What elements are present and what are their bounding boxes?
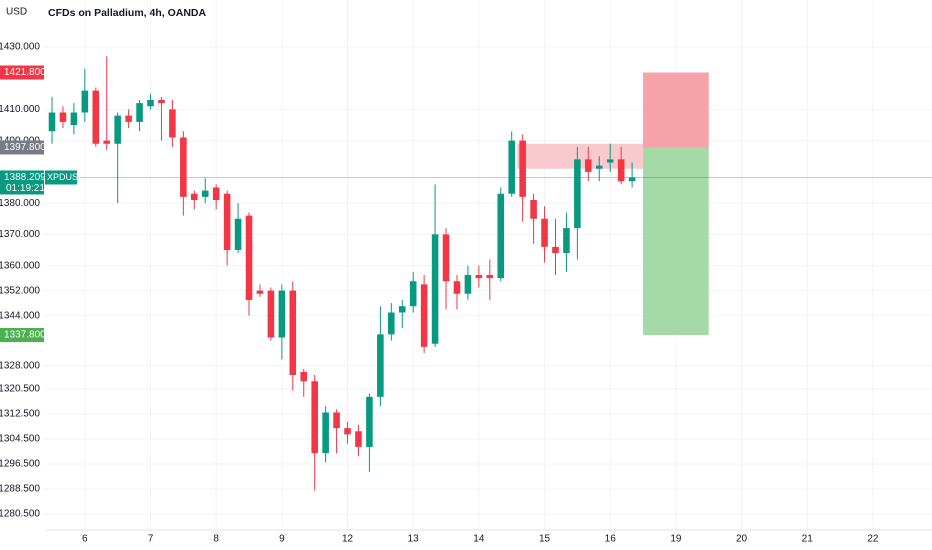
candle-body <box>530 200 537 219</box>
countdown-label: 01:19:21 <box>6 183 45 194</box>
candle-body <box>574 159 581 229</box>
y-tick-label: 1380.000 <box>0 198 40 209</box>
y-tick-label: 1370.000 <box>0 229 40 240</box>
y-tick-label: 1296.500 <box>0 459 40 470</box>
candle-body <box>552 246 559 254</box>
zone <box>643 72 709 148</box>
y-tick-label: 1312.500 <box>0 409 40 420</box>
x-tick-label: 14 <box>473 534 485 545</box>
candle-body <box>136 103 143 122</box>
candle-body <box>180 137 187 197</box>
candle-body <box>256 290 264 294</box>
candle-body <box>322 412 329 454</box>
candle-body <box>617 159 625 182</box>
y-tick-label: 1280.500 <box>0 509 40 520</box>
x-tick-label: 12 <box>342 534 354 545</box>
price-tag <box>0 140 44 155</box>
x-tick-label: 6 <box>82 534 88 545</box>
candle-body <box>519 140 526 197</box>
candle-body <box>267 290 275 338</box>
candle-body <box>300 371 308 382</box>
x-tick-label: 22 <box>867 534 879 545</box>
symbol-label: XPDUSD <box>47 172 85 182</box>
x-tick-label: 21 <box>802 534 814 545</box>
candle-body <box>48 112 56 132</box>
candle-body <box>147 100 154 107</box>
candle-body <box>366 396 373 447</box>
candle-body <box>409 281 417 307</box>
unit-label: USD <box>6 7 27 18</box>
y-tick-label: 1410.000 <box>0 104 40 115</box>
x-tick-label: 20 <box>736 534 748 545</box>
candle-body <box>420 284 428 347</box>
candle-body <box>191 193 198 200</box>
x-tick-label: 16 <box>605 534 617 545</box>
candle-body <box>497 193 505 279</box>
candle-body <box>114 115 121 144</box>
candle-body <box>70 112 78 125</box>
y-tick-label: 1328.000 <box>0 360 40 371</box>
candle-body <box>311 381 318 454</box>
candle-body <box>59 112 67 122</box>
candle-body <box>289 290 297 375</box>
price-tag <box>0 65 44 80</box>
symbol-tag <box>45 170 77 185</box>
current-price-tag <box>0 170 44 195</box>
candle-body <box>563 228 570 254</box>
y-tick-label: 1288.500 <box>0 484 40 495</box>
candle-body <box>628 177 636 182</box>
price-tag-label: 1421.800 <box>4 67 46 78</box>
candle-body <box>212 187 220 200</box>
candle-body <box>475 275 483 279</box>
y-tick-label: 1320.500 <box>0 384 40 395</box>
candle-body <box>344 428 351 435</box>
price-tag <box>0 328 44 342</box>
candle-body <box>595 165 603 169</box>
candle-body <box>508 140 515 194</box>
x-tick-label: 7 <box>148 534 154 545</box>
y-tick-label: 1344.000 <box>0 310 40 321</box>
y-tick-label: 1304.500 <box>0 434 40 445</box>
candle-body <box>606 159 614 163</box>
candle-body <box>333 412 340 429</box>
candle-body <box>453 281 461 294</box>
y-tick-label: 1352.000 <box>0 285 40 296</box>
price-tag-label: 1337.800 <box>4 330 46 341</box>
x-tick-label: 8 <box>213 534 219 545</box>
candle-body <box>541 218 548 247</box>
candle-body <box>169 109 176 138</box>
candle-body <box>377 334 384 397</box>
x-tick-label: 19 <box>670 534 682 545</box>
candle-body <box>355 431 362 447</box>
y-tick-label: 1430.000 <box>0 42 40 53</box>
candle-body <box>234 218 242 250</box>
candle-body <box>125 115 132 122</box>
candle-body <box>92 90 100 144</box>
candle-body <box>81 90 89 113</box>
candle-body <box>585 159 592 172</box>
x-tick-label: 13 <box>408 534 420 545</box>
candle-body <box>431 234 439 344</box>
current-price-label: 1388.209 <box>4 172 46 183</box>
candle-body <box>223 193 231 250</box>
candle-body <box>388 312 395 335</box>
candle-body <box>158 100 165 104</box>
price-tag-label: 1397.800 <box>4 142 46 153</box>
x-tick-label: 15 <box>539 534 551 545</box>
chart-title: CFDs on Palladium, 4h, OANDA <box>48 7 207 19</box>
candle-body <box>464 275 472 294</box>
y-tick-label: 1360.000 <box>0 260 40 271</box>
candle-body <box>442 234 450 282</box>
x-tick-label: 9 <box>279 534 285 545</box>
candle-body <box>486 275 494 279</box>
candle-body <box>245 215 253 300</box>
candle-body <box>278 290 286 338</box>
candle-body <box>103 140 111 144</box>
candle-body <box>398 306 406 313</box>
candle-body <box>201 190 209 197</box>
zone <box>643 147 709 335</box>
